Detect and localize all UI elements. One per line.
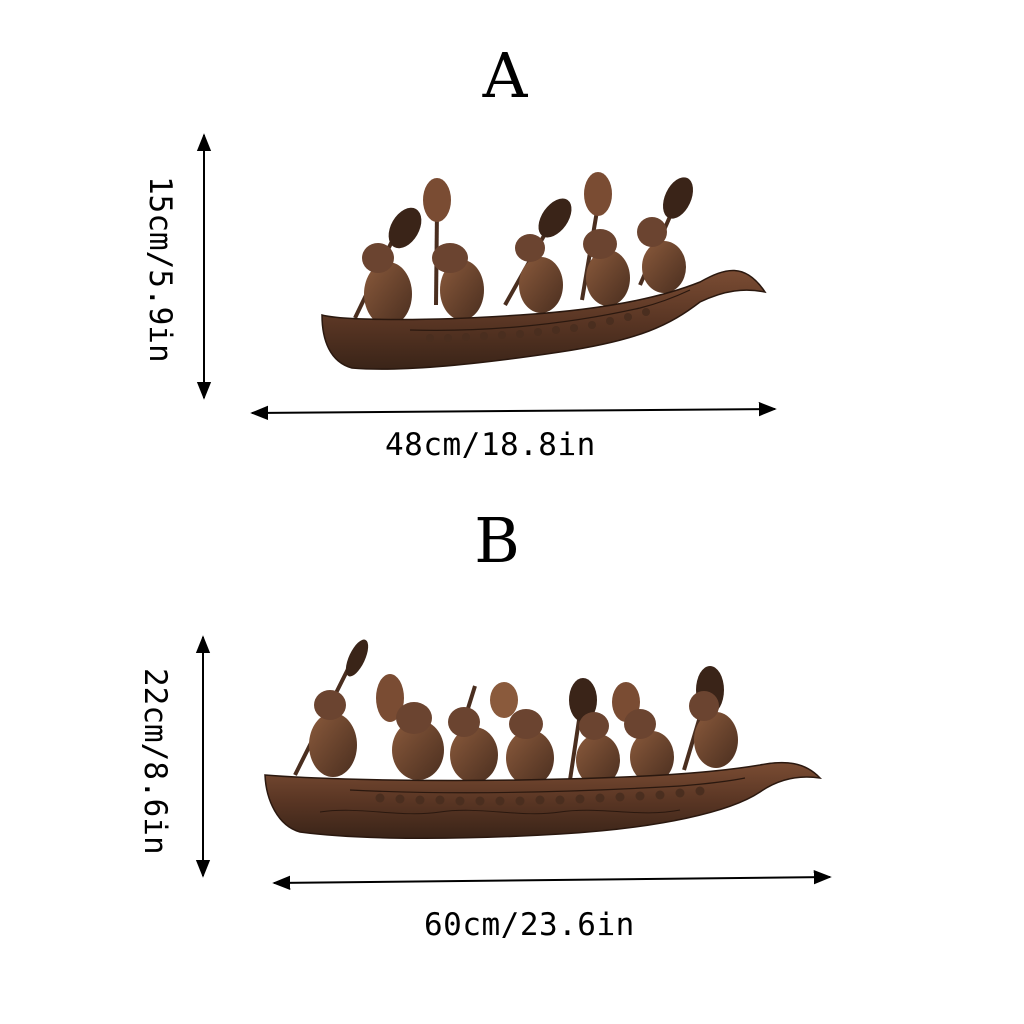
rower-figure (490, 682, 554, 786)
variant-a-width-text: 48cm/18.8in (385, 427, 596, 463)
variant-b-width-arrow (272, 869, 832, 891)
variant-a-width-arrow (250, 401, 777, 421)
rower-figure (580, 172, 630, 306)
rower-figure (682, 666, 738, 771)
rower-figure (448, 685, 498, 783)
variant-b-boat-sculpture (264, 639, 823, 840)
rower-figure (637, 177, 694, 293)
variant-b-rowers (293, 639, 738, 786)
rower-figure (568, 678, 620, 786)
rower-figure (612, 682, 674, 783)
rower-figure (503, 198, 572, 313)
rower-figure (376, 674, 444, 780)
rower-figure (353, 207, 422, 326)
variant-a-boat-sculpture (321, 172, 767, 370)
variant-b-label: B (474, 504, 520, 577)
variant-b-width-text: 60cm/23.6in (424, 907, 635, 943)
variant-a-rowers (353, 172, 694, 326)
variant-a-label: A (482, 39, 528, 112)
rower-figure (423, 178, 484, 320)
rower-figure (293, 639, 369, 777)
